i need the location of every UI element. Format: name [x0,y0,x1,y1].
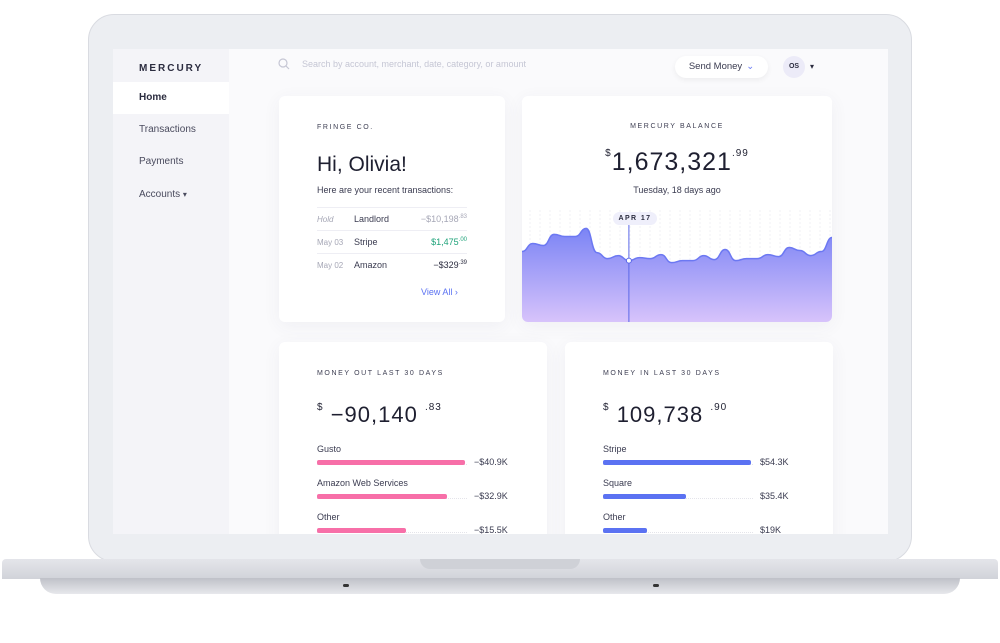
breakdown-bar [603,460,751,465]
laptop-foot [343,584,349,587]
breakdown-bar [603,494,686,499]
view-all-link[interactable]: View All › [421,287,458,297]
transaction-merchant: Amazon [354,260,388,270]
sidebar-item-home[interactable]: Home [113,82,229,114]
cents: .00 [458,237,467,243]
transaction-merchant: Stripe [354,237,378,247]
breakdown-value: $54.3K [760,457,789,467]
chevron-right-icon: › [454,287,458,297]
money-in-label: MONEY IN LAST 30 DAYS [603,370,721,377]
breakdown-row: Other −$15.5K [317,512,509,534]
balance-line [522,227,832,264]
breakdown-value: −$40.9K [474,457,508,467]
cents: .83 [424,402,442,413]
send-money-label: Send Money [688,61,743,72]
money-in-amount: $ 109,738 .90 [603,402,727,428]
breakdown-bar [317,528,406,533]
balance-area [522,228,832,322]
greeting: Hi, Olivia! [317,153,407,176]
sidebar-item-payments[interactable]: Payments [139,156,184,167]
breakdown-value: $19K [760,525,782,534]
caret-down-icon: ▾ [182,190,187,199]
sidebar: MERCURY Home Transactions Payments Accou… [113,49,229,534]
welcome-card: FRINGE CO. Hi, Olivia! Here are your rec… [279,96,505,322]
cents: .90 [710,402,728,413]
breakdown-name: Other [317,512,340,522]
transaction-amount: −$329.39 [433,260,467,270]
breakdown-name: Other [603,512,626,522]
avatar[interactable]: OS [783,56,805,78]
breakdown-bar [603,528,648,533]
transaction-row[interactable]: May 02 Amazon −$329.39 [317,253,467,276]
amount: 109,738 [616,402,704,427]
transaction-amount: −$10,198.83 [421,214,467,224]
breakdown-value: −$32.9K [474,491,508,501]
search-input[interactable]: Search by account, merchant, date, categ… [302,59,526,69]
breakdown-row: Amazon Web Services −$32.9K [317,478,509,501]
breakdown-bar [317,494,448,499]
laptop-notch [420,559,580,569]
send-money-button[interactable]: Send Money ⌄ [675,56,768,78]
subtitle: Here are your recent transactions: [317,185,454,195]
chart-marker-label: APR 17 [613,212,657,225]
search-bar[interactable]: Search by account, merchant, date, categ… [278,58,526,70]
transaction-merchant: Landlord [354,214,390,224]
breakdown-name: Stripe [603,444,627,454]
balance-card: MERCURY BALANCE $1,673,321.99 Tuesday, 1… [522,96,832,322]
sidebar-item-accounts[interactable]: Accounts ▾ [113,179,229,211]
transaction-row[interactable]: Hold Landlord −$10,198.83 [317,207,467,230]
cents: .83 [458,214,467,220]
amount: $1,475 [431,237,459,247]
laptop-foot [653,584,659,587]
breakdown-name: Gusto [317,444,342,454]
cents: .99 [731,148,749,159]
breakdown-value: −$15.5K [474,525,508,534]
money-out-card: MONEY OUT LAST 30 DAYS $ −90,140 .83 Gus… [279,342,547,534]
amount: −$10,198 [420,214,459,224]
chevron-down-icon: ⌄ [746,61,755,72]
money-out-label: MONEY OUT LAST 30 DAYS [317,370,444,377]
laptop-base [2,559,998,579]
view-all-label: View All [421,287,453,297]
marker-point [625,257,632,264]
app-screen: MERCURY Home Transactions Payments Accou… [113,49,888,534]
sidebar-item-transactions[interactable]: Transactions [139,124,196,135]
currency-symbol: $ [603,402,610,413]
currency-symbol: $ [605,148,612,159]
breakdown-row: Other $19K [603,512,795,534]
transaction-row[interactable]: May 03 Stripe $1,475.00 [317,230,467,253]
balance-amount: $1,673,321.99 [522,148,832,177]
money-out-amount: $ −90,140 .83 [317,402,442,428]
breakdown-value: $35.4K [760,491,789,501]
breakdown-row: Square $35.4K [603,478,795,501]
breakdown-row: Stripe $54.3K [603,444,795,467]
amount: 1,673,321 [611,148,732,176]
balance-label: MERCURY BALANCE [630,123,724,130]
transaction-date: May 03 [317,237,344,247]
search-icon [278,58,290,70]
laptop-base-bottom [40,578,960,594]
transaction-date: Hold [317,214,334,224]
sidebar-item-label: Accounts [139,189,181,200]
cents: .39 [458,260,467,266]
breakdown-name: Square [603,478,633,488]
balance-chart[interactable] [522,210,832,322]
transaction-amount: $1,475.00 [431,237,467,247]
money-in-card: MONEY IN LAST 30 DAYS $ 109,738 .90 Stri… [565,342,833,534]
breakdown-row: Gusto −$40.9K [317,444,509,467]
caret-down-icon[interactable]: ▾ [810,62,815,71]
amount: −$329 [433,260,459,270]
currency-symbol: $ [317,402,324,413]
breakdown-name: Amazon Web Services [317,478,408,488]
amount: −90,140 [330,402,418,427]
logo: MERCURY [139,63,204,74]
breakdown-bar [317,460,465,465]
transaction-date: May 02 [317,260,344,270]
company-name: FRINGE CO. [317,124,374,131]
balance-date: Tuesday, 18 days ago [633,185,721,195]
